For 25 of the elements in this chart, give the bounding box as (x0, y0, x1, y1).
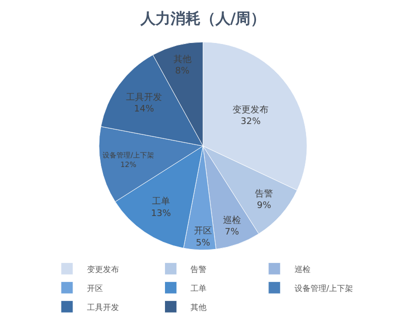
legend-label: 工具开发 (87, 302, 119, 312)
data-label: 5% (196, 238, 211, 248)
slice-label: 告警 (254, 188, 273, 200)
data-label: 13% (150, 208, 172, 219)
legend-label: 告警 (190, 264, 207, 274)
slice-label: 工具开发 (126, 92, 162, 103)
data-label: 14% (134, 104, 154, 114)
slice-label: 工单 (152, 196, 170, 208)
legend-label: 巡检 (294, 264, 310, 274)
legend-label: 变更发布 (87, 264, 119, 274)
legend-label: 开区 (87, 284, 103, 293)
legend-label: 其他 (190, 302, 207, 312)
slice-label: 设备管理/上下架 (102, 150, 154, 160)
slice-label: 其他 (173, 54, 192, 65)
slice-label: 变更发布 (232, 104, 269, 116)
data-label: 7% (224, 228, 240, 238)
data-label: 9% (256, 201, 272, 212)
slice-label: 巡检 (222, 214, 241, 226)
legend-label: 工单 (190, 284, 207, 293)
data-label: 8% (175, 66, 190, 77)
data-label: 12% (120, 160, 136, 169)
chart-title: 人力消耗（人/周） (139, 10, 266, 28)
data-label: 32% (240, 117, 262, 128)
legend-label: 设备管理/上下架 (294, 284, 354, 293)
slice-label: 开区 (194, 226, 212, 237)
